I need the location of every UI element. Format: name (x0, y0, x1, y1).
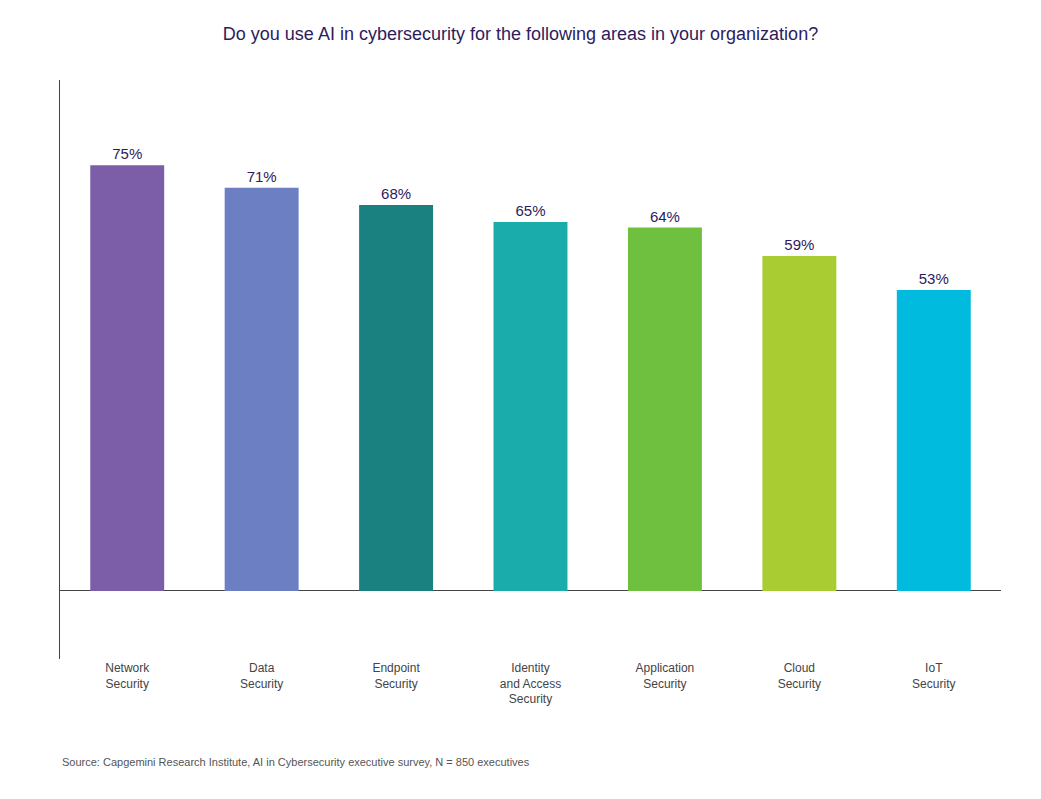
svg-text:Do you use AI in cybersecurity: Do you use AI in cybersecurity for the f… (223, 24, 818, 44)
svg-text:75%: 75% (112, 145, 142, 162)
svg-text:CloudSecurity: CloudSecurity (778, 661, 821, 691)
svg-text:71%: 71% (247, 168, 277, 185)
svg-text:65%: 65% (515, 202, 545, 219)
svg-text:59%: 59% (784, 236, 814, 253)
svg-text:Identityand AccessSecurity: Identityand AccessSecurity (500, 661, 561, 706)
svg-text:ApplicationSecurity: ApplicationSecurity (636, 661, 695, 691)
svg-text:Source: Capgemini Research Ins: Source: Capgemini Research Institute, AI… (62, 756, 530, 768)
svg-text:64%: 64% (650, 208, 680, 225)
svg-text:EndpointSecurity: EndpointSecurity (372, 661, 420, 691)
svg-text:68%: 68% (381, 185, 411, 202)
svg-text:IoTSecurity: IoTSecurity (912, 661, 955, 691)
svg-text:53%: 53% (919, 270, 949, 287)
svg-text:NetworkSecurity: NetworkSecurity (105, 661, 150, 691)
svg-text:DataSecurity: DataSecurity (240, 661, 283, 691)
